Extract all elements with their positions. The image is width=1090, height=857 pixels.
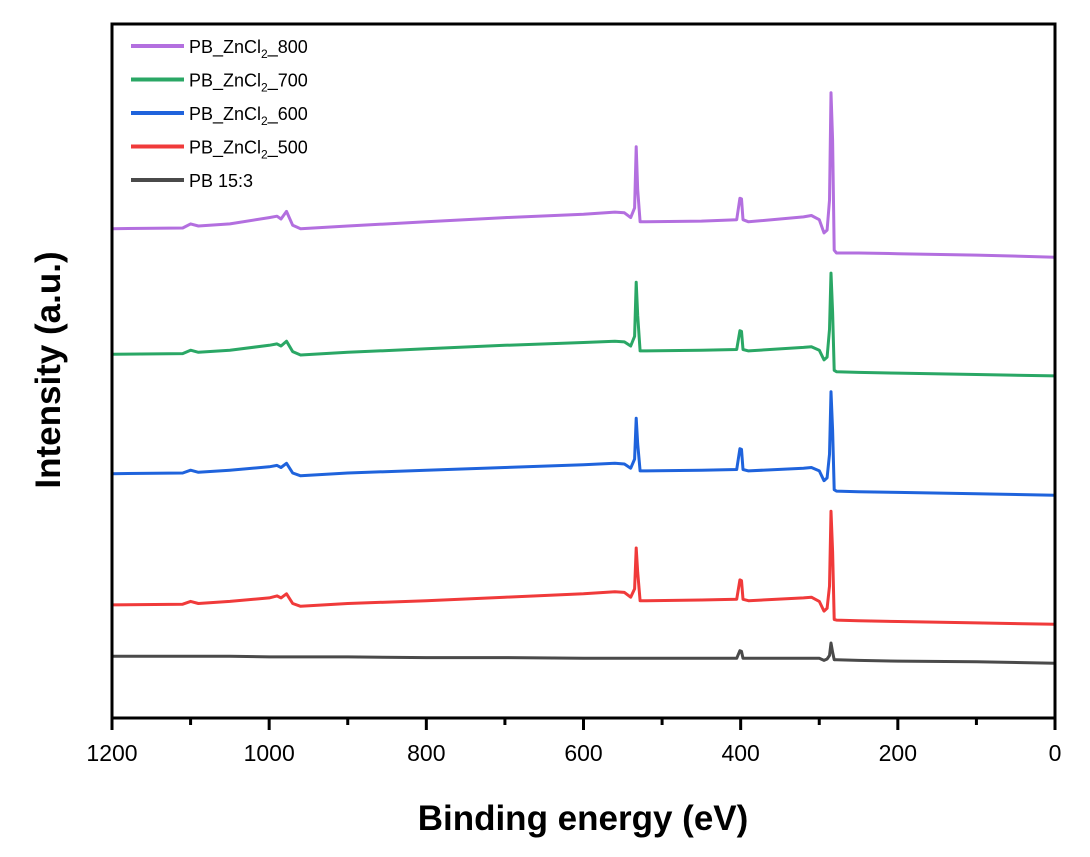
series-line-0 [111,91,1056,259]
legend-label: PB_ZnCl2_700 [189,71,308,95]
plot-frame [110,22,1057,720]
x-tick-label: 400 [721,740,759,766]
x-tick-label: 1000 [244,740,295,766]
x-tick-label: 1200 [86,740,137,766]
x-tick-label: 800 [407,740,445,766]
x-axis-ticks: 1200 1000 800 600 400 200 0 [86,718,1061,766]
series-line-2 [111,390,1056,497]
x-axis-title: Binding energy (eV) [418,799,749,838]
x-tick-label: 200 [879,740,917,766]
legend-label: PB 15:3 [189,171,253,191]
legend-label: PB_ZnCl2_600 [189,104,308,128]
series-line-3 [111,509,1056,626]
legend-label: PB_ZnCl2_500 [189,138,308,162]
y-axis-title: Intensity (a.u.) [29,251,68,488]
legend-label: PB_ZnCl2_800 [189,37,308,61]
series-line-4 [112,641,1056,665]
series-line-1 [111,271,1056,378]
legend: PB_ZnCl2_800 PB_ZnCl2_700 PB_ZnCl2_600 PB_Z… [131,37,308,191]
series-layer [111,91,1056,665]
x-tick-label: 0 [1049,740,1062,766]
x-tick-label: 600 [564,740,602,766]
